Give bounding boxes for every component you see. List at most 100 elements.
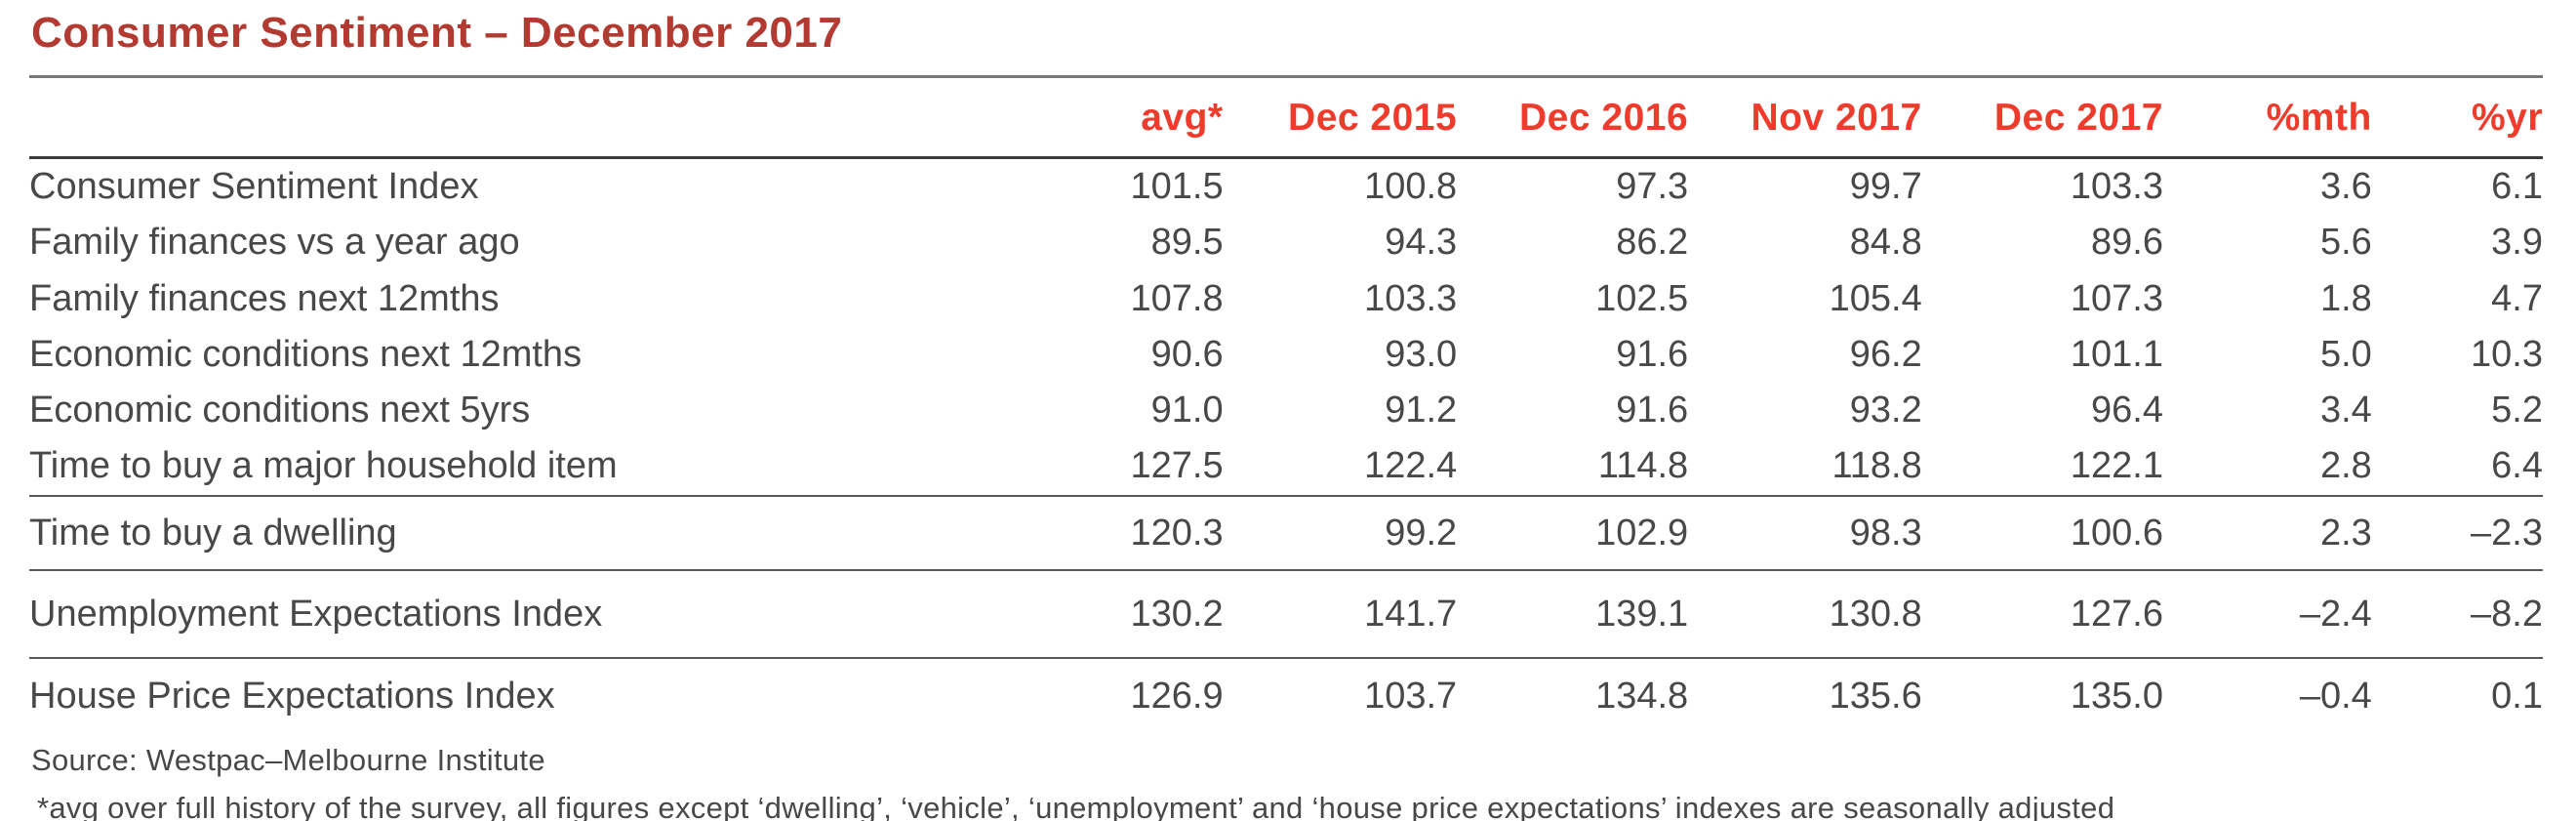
cell-avg: 130.2 — [1130, 593, 1224, 635]
cell-dec-2015: 100.8 — [1364, 166, 1458, 207]
cell-yr: 3.9 — [2491, 222, 2543, 264]
cell-dec-2017: 107.3 — [2070, 277, 2163, 319]
table-row: Consumer Sentiment Index 101.5 100.8 97.3 99… — [29, 158, 2543, 216]
cell-dec-2015: 103.3 — [1364, 277, 1458, 319]
row-label: Time to buy a dwelling — [29, 512, 397, 554]
column-header-dec-2016: Dec 2016 — [1519, 97, 1689, 139]
cell-avg: 91.0 — [1150, 390, 1224, 431]
consumer-sentiment-table: avg* Dec 2015 Dec 2016 Nov 2017 Dec 2017 %mth… — [29, 75, 2543, 727]
cell-dec-2016: 102.9 — [1595, 512, 1689, 554]
row-label: Economic conditions next 12mths — [29, 333, 583, 375]
cell-mth: –0.4 — [2299, 676, 2372, 718]
cell-dec-2017: 101.1 — [2070, 333, 2163, 375]
table-section-houseprice: House Price Expectations Index 126.9 103.7… — [29, 658, 2543, 727]
table-section-main-indexes: Consumer Sentiment Index 101.5 100.8 97.3 99… — [29, 158, 2543, 496]
cell-dec-2015: 93.0 — [1385, 333, 1458, 375]
column-header-nov-2017: Nov 2017 — [1751, 97, 1922, 139]
cell-nov-2017: 105.4 — [1829, 277, 1922, 319]
cell-nov-2017: 118.8 — [1831, 445, 1922, 487]
cell-dec-2016: 97.3 — [1616, 166, 1689, 207]
cell-yr: 6.4 — [2491, 445, 2543, 487]
cell-dec-2016: 139.1 — [1595, 593, 1689, 635]
cell-dec-2017: 96.4 — [2091, 390, 2163, 431]
table-section-unemployment: Unemployment Expectations Index 130.2 141.… — [29, 569, 2543, 658]
column-header-mth: %mth — [2266, 97, 2372, 139]
cell-dec-2015: 122.4 — [1364, 445, 1458, 487]
column-header-yr: %yr — [2471, 97, 2543, 139]
cell-mth: –2.4 — [2299, 593, 2372, 635]
row-label: Family finances next 12mths — [29, 277, 500, 319]
cell-dec-2016: 91.6 — [1616, 390, 1689, 431]
cell-dec-2016: 102.5 — [1595, 277, 1689, 319]
cell-mth: 2.8 — [2319, 445, 2372, 487]
cell-dec-2017: 100.6 — [2070, 512, 2163, 554]
cell-dec-2017: 103.3 — [2070, 166, 2163, 207]
cell-dec-2016: 114.8 — [1597, 445, 1689, 487]
row-label: Consumer Sentiment Index — [29, 166, 479, 207]
cell-mth: 3.4 — [2319, 390, 2372, 431]
cell-mth: 5.6 — [2319, 222, 2372, 264]
table-header: avg* Dec 2015 Dec 2016 Nov 2017 Dec 2017 %mth… — [29, 76, 2543, 158]
table-row: Economic conditions next 5yrs 91.0 91.2 91.… — [29, 383, 2543, 438]
cell-nov-2017: 130.8 — [1829, 593, 1922, 635]
cell-nov-2017: 96.2 — [1849, 333, 1922, 375]
column-header-dec-2017: Dec 2017 — [1993, 97, 2163, 139]
cell-mth: 1.8 — [2319, 277, 2372, 319]
cell-avg: 90.6 — [1150, 333, 1224, 375]
cell-nov-2017: 98.3 — [1849, 512, 1922, 554]
page-title: Consumer Sentiment – December 2017 — [31, 9, 843, 57]
table-row: Family finances vs a year ago 89.5 94.3 86.… — [29, 215, 2543, 270]
cell-nov-2017: 99.7 — [1849, 166, 1922, 207]
cell-dec-2016: 86.2 — [1616, 222, 1689, 264]
column-header-dec-2015: Dec 2015 — [1288, 97, 1458, 139]
cell-dec-2015: 91.2 — [1385, 390, 1458, 431]
table-row: Family finances next 12mths 107.8 103.3 102… — [29, 271, 2543, 327]
cell-avg: 126.9 — [1130, 676, 1224, 718]
cell-nov-2017: 135.6 — [1829, 676, 1922, 718]
cell-yr: 4.7 — [2491, 277, 2543, 319]
cell-dec-2017: 122.1 — [2070, 445, 2163, 487]
cell-dec-2016: 134.8 — [1595, 676, 1689, 718]
cell-mth: 3.6 — [2319, 166, 2372, 207]
cell-dec-2015: 94.3 — [1385, 222, 1458, 264]
table-header-row: avg* Dec 2015 Dec 2016 Nov 2017 Dec 2017 %mth… — [29, 76, 2543, 158]
row-label: Family finances vs a year ago — [29, 222, 520, 264]
row-label-column-header — [29, 77, 985, 158]
cell-dec-2015: 99.2 — [1385, 512, 1458, 554]
table-row: Time to buy a dwelling 120.3 99.2 102.9 98.3… — [29, 496, 2543, 570]
row-label: Economic conditions next 5yrs — [29, 390, 531, 431]
cell-dec-2017: 135.0 — [2070, 676, 2163, 718]
cell-avg: 127.5 — [1130, 445, 1224, 487]
cell-yr: 0.1 — [2491, 676, 2543, 718]
cell-mth: 5.0 — [2319, 333, 2372, 375]
cell-yr: –8.2 — [2471, 593, 2543, 635]
cell-dec-2015: 141.7 — [1364, 593, 1458, 635]
table-row: House Price Expectations Index 126.9 103.7… — [29, 658, 2543, 727]
table-row: Time to buy a major household item 127.5 1… — [29, 438, 2543, 495]
table-section-dwelling: Time to buy a dwelling 120.3 99.2 102.9 98.3… — [29, 495, 2543, 570]
table-row: Economic conditions next 12mths 90.6 93.0 9… — [29, 327, 2543, 383]
row-label: House Price Expectations Index — [29, 676, 555, 718]
table-row: Unemployment Expectations Index 130.2 141.… — [29, 570, 2543, 658]
cell-avg: 89.5 — [1150, 222, 1224, 264]
column-header-avg: avg* — [1141, 97, 1224, 139]
cell-dec-2016: 91.6 — [1616, 333, 1689, 375]
cell-yr: 5.2 — [2491, 390, 2543, 431]
cell-yr: 6.1 — [2491, 166, 2543, 207]
cell-mth: 2.3 — [2319, 512, 2372, 554]
row-label: Unemployment Expectations Index — [29, 593, 603, 635]
source-note: Source: Westpac–Melbourne Institute — [31, 743, 545, 778]
cell-dec-2015: 103.7 — [1364, 676, 1458, 718]
cell-dec-2017: 89.6 — [2091, 222, 2163, 264]
cell-avg: 107.8 — [1130, 277, 1224, 319]
cell-yr: 10.3 — [2471, 333, 2543, 375]
cell-dec-2017: 127.6 — [2070, 593, 2163, 635]
cell-nov-2017: 84.8 — [1849, 222, 1922, 264]
row-label: Time to buy a major household item — [29, 445, 618, 487]
footnote: *avg over full history of the survey, al… — [37, 791, 2115, 821]
cell-avg: 120.3 — [1130, 512, 1224, 554]
cell-nov-2017: 93.2 — [1849, 390, 1922, 431]
cell-avg: 101.5 — [1130, 166, 1224, 207]
cell-yr: –2.3 — [2471, 512, 2543, 554]
